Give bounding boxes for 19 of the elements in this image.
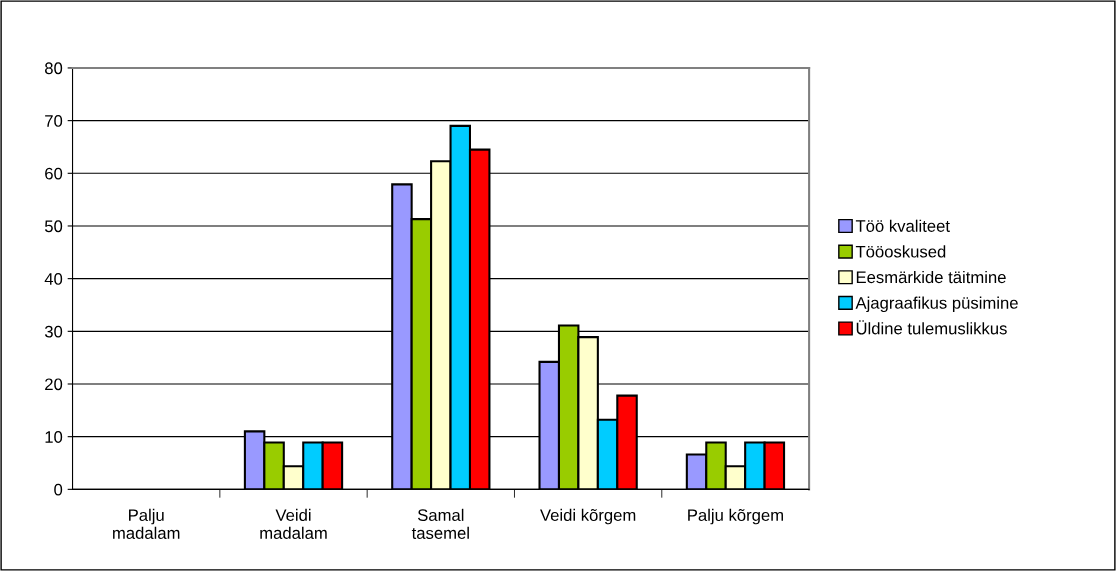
- y-tick-label: 10: [45, 431, 63, 443]
- legend-label: Üldine tulemuslikkus: [856, 320, 1007, 335]
- y-tick-label: 70: [45, 115, 63, 127]
- x-tick-label: Palju kõrgem: [688, 508, 783, 525]
- x-tick-label: Samal tasemel: [411, 508, 469, 539]
- y-tick-label: 30: [44, 325, 63, 338]
- legend-label: Tööoskused: [855, 245, 946, 258]
- y-tick-label: 80: [45, 62, 63, 75]
- y-tick-label: 40: [44, 273, 63, 285]
- legend-label: Töö kvaliteet: [855, 219, 950, 232]
- legend-label: Ajagraafikus püsimine: [855, 296, 1018, 313]
- x-tick-label: Veidi kõrgem: [540, 508, 636, 525]
- y-tick-label: 0: [54, 483, 63, 496]
- y-tick-label: 60: [45, 167, 63, 180]
- x-tick-label: Palju madalam: [113, 508, 180, 539]
- y-tick-label: 50: [44, 220, 63, 233]
- legend-label: Eesmärkide täitmine: [856, 270, 1006, 284]
- y-tick-label: 20: [45, 378, 63, 391]
- x-tick-label: Veidi madalam: [260, 508, 327, 539]
